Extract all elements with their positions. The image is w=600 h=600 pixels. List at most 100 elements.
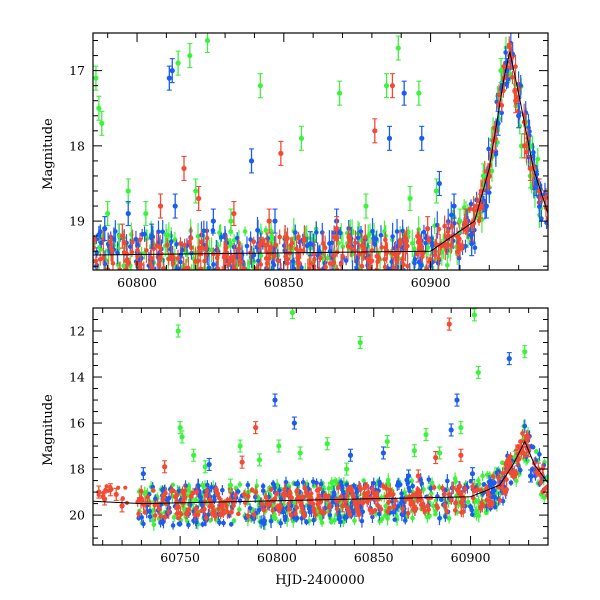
- data-point-blue: [228, 521, 234, 527]
- data-point-red: [511, 474, 517, 480]
- data-point-green: [323, 274, 328, 279]
- data-point-green: [433, 511, 438, 517]
- data-point-red: [251, 512, 257, 517]
- data-point-red: [154, 243, 160, 248]
- data-point-red: [138, 265, 143, 270]
- data-point-blue: [490, 489, 496, 495]
- data-point-red: [93, 258, 99, 264]
- data-point-green: [189, 276, 194, 281]
- data-point-blue: [150, 484, 156, 490]
- data-point-blue: [91, 279, 96, 284]
- data-point-green: [105, 210, 111, 217]
- data-point-blue: [141, 521, 146, 527]
- data-point-blue: [278, 520, 284, 526]
- data-point-green: [430, 503, 436, 509]
- data-point-red: [170, 260, 176, 266]
- data-point-red: [227, 497, 233, 503]
- data-point-red: [258, 262, 264, 267]
- model-curve: [93, 51, 548, 256]
- y-tick-label: 17: [69, 63, 85, 78]
- data-point-red: [454, 233, 460, 239]
- data-point-red: [382, 264, 388, 270]
- data-point-blue: [260, 488, 266, 494]
- data-point-red: [194, 489, 200, 495]
- data-point-blue: [307, 509, 313, 515]
- data-point-red: [284, 235, 289, 241]
- data-point-blue: [506, 356, 512, 362]
- data-point-blue: [353, 276, 358, 281]
- data-point-blue: [170, 523, 176, 528]
- data-point-red: [113, 491, 119, 497]
- data-point-red: [453, 500, 458, 506]
- data-point-blue: [247, 505, 253, 511]
- data-point-blue: [125, 210, 131, 217]
- data-point-red: [316, 494, 322, 499]
- data-point-red: [196, 245, 202, 250]
- data-point-red: [331, 260, 337, 265]
- data-point-blue: [448, 212, 454, 218]
- data-point-green: [484, 472, 490, 478]
- data-point-red: [335, 485, 341, 491]
- data-point-red: [322, 494, 328, 500]
- data-point-green: [115, 262, 121, 267]
- data-point-blue: [169, 239, 174, 244]
- x-tick-label: 60800: [117, 275, 157, 290]
- data-point-blue: [399, 491, 404, 496]
- data-point-blue: [159, 275, 164, 280]
- data-point-red: [198, 266, 204, 270]
- data-point-green: [245, 279, 250, 284]
- data-point-green: [257, 83, 263, 89]
- data-point-green: [193, 188, 199, 194]
- data-point-green: [425, 245, 431, 250]
- data-point-red: [187, 239, 192, 245]
- data-point-red: [148, 255, 154, 261]
- data-point-red: [384, 250, 390, 255]
- data-point-green: [171, 514, 177, 520]
- data-point-red: [157, 203, 164, 209]
- data-point-blue: [102, 226, 108, 232]
- y-tick-label: 14: [69, 370, 85, 385]
- data-point-red: [239, 459, 245, 465]
- data-point-green: [325, 255, 330, 261]
- data-point-red: [378, 506, 384, 512]
- data-point-green: [339, 278, 344, 283]
- data-point-blue: [342, 515, 348, 520]
- data-point-green: [204, 37, 211, 44]
- data-point-green: [326, 486, 332, 491]
- data-point-red: [520, 431, 525, 436]
- data-point-red: [513, 64, 518, 69]
- data-point-red: [413, 506, 419, 512]
- data-point-red: [231, 267, 237, 270]
- data-point-red: [193, 506, 199, 511]
- data-point-red: [463, 218, 469, 224]
- data-point-green: [175, 328, 181, 334]
- data-point-blue: [395, 504, 401, 509]
- data-point-red: [289, 495, 294, 500]
- data-point-green: [179, 434, 185, 440]
- data-point-green: [489, 168, 495, 174]
- data-point-green: [209, 247, 214, 253]
- data-point-red: [457, 246, 463, 251]
- data-point-red: [188, 494, 194, 499]
- data-point-red: [433, 454, 439, 461]
- data-point-blue: [469, 241, 475, 247]
- plot-area: [93, 308, 548, 531]
- data-point-blue: [96, 232, 102, 237]
- data-point-red: [391, 504, 397, 509]
- data-point-red: [162, 514, 168, 520]
- data-point-red: [285, 256, 290, 262]
- data-point-red: [277, 503, 283, 509]
- data-point-green: [429, 480, 435, 486]
- data-point-red: [135, 247, 140, 253]
- data-point-green: [109, 281, 114, 286]
- data-point-blue: [470, 512, 475, 517]
- data-point-red: [160, 498, 165, 503]
- data-point-green: [319, 520, 325, 525]
- data-point-blue: [380, 450, 387, 456]
- data-point-green: [363, 203, 369, 209]
- data-point-red: [316, 267, 322, 270]
- data-point-green: [151, 522, 157, 528]
- data-point-red: [334, 226, 340, 232]
- data-point-blue: [316, 248, 322, 253]
- data-point-blue: [237, 498, 243, 504]
